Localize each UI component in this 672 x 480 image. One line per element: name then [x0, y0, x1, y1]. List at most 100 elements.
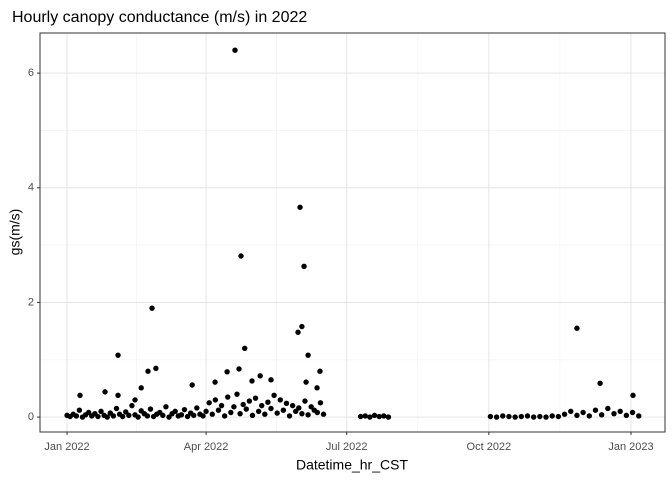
- point: [636, 413, 642, 419]
- point: [255, 408, 262, 415]
- point: [138, 385, 144, 391]
- point: [574, 325, 580, 331]
- point: [317, 368, 323, 374]
- point: [271, 392, 277, 399]
- point: [228, 409, 234, 416]
- point: [145, 368, 151, 374]
- point: [512, 414, 518, 420]
- point: [597, 380, 603, 386]
- points: [64, 47, 642, 420]
- point: [189, 382, 195, 388]
- point: [630, 392, 636, 399]
- point: [132, 397, 138, 403]
- point: [77, 392, 83, 399]
- chart-title: Hourly canopy conductance (m/s) in 2022: [12, 9, 307, 26]
- point: [295, 329, 301, 335]
- point: [381, 413, 387, 419]
- point: [191, 412, 197, 419]
- point: [242, 345, 248, 352]
- point: [212, 397, 219, 403]
- point: [268, 405, 274, 412]
- point: [238, 253, 244, 259]
- grid: [40, 33, 665, 432]
- x-tick-label: Jan 2023: [608, 441, 653, 453]
- point: [181, 406, 188, 413]
- point: [76, 407, 83, 413]
- point: [135, 414, 141, 420]
- point: [257, 373, 263, 379]
- point: [362, 413, 368, 419]
- point: [200, 413, 206, 419]
- point: [305, 352, 311, 358]
- point: [163, 404, 169, 410]
- x-axis-title: Datetime_hr_CST: [296, 457, 408, 473]
- x-tick-label: Oct 2022: [467, 441, 512, 453]
- point: [314, 385, 320, 391]
- point: [237, 410, 243, 417]
- point: [320, 411, 327, 417]
- point: [172, 408, 178, 415]
- point: [518, 413, 525, 420]
- point: [605, 405, 611, 412]
- point: [126, 412, 132, 419]
- point: [225, 394, 231, 400]
- point: [129, 402, 135, 409]
- point: [236, 366, 242, 372]
- point: [274, 410, 280, 416]
- point: [73, 413, 80, 419]
- point: [299, 410, 305, 417]
- point: [283, 400, 290, 407]
- point: [232, 47, 238, 53]
- point: [234, 391, 240, 397]
- point: [314, 409, 321, 416]
- point: [221, 413, 228, 419]
- point: [246, 398, 253, 404]
- point: [262, 411, 268, 417]
- point: [102, 389, 108, 395]
- point: [252, 395, 259, 401]
- point: [166, 414, 172, 420]
- point: [543, 414, 549, 420]
- y-tick-label: 0: [28, 411, 34, 423]
- point: [240, 401, 246, 408]
- point: [218, 402, 225, 409]
- point: [629, 409, 636, 416]
- point: [243, 406, 249, 412]
- point: [280, 407, 287, 413]
- point: [299, 323, 305, 330]
- point: [286, 413, 293, 419]
- point: [506, 413, 512, 420]
- point: [119, 413, 126, 420]
- point: [574, 412, 580, 419]
- point: [184, 413, 191, 420]
- point: [296, 405, 302, 411]
- y-axis-title: gs(m/s): [7, 209, 23, 256]
- point: [85, 409, 92, 416]
- point: [115, 392, 121, 399]
- point: [160, 412, 166, 419]
- point: [268, 377, 274, 383]
- point: [231, 404, 237, 410]
- point: [123, 409, 129, 415]
- point: [209, 411, 215, 417]
- point: [305, 412, 311, 418]
- point: [98, 408, 104, 415]
- point: [293, 408, 299, 415]
- point: [537, 413, 543, 420]
- point: [265, 399, 271, 405]
- point: [153, 365, 159, 372]
- y-tick-label: 4: [28, 182, 34, 194]
- point: [203, 408, 209, 415]
- point: [297, 204, 303, 210]
- point: [308, 404, 314, 410]
- point: [530, 414, 537, 420]
- point: [367, 414, 373, 420]
- point: [95, 413, 101, 420]
- point: [623, 412, 630, 419]
- point: [110, 413, 117, 419]
- point: [598, 412, 605, 418]
- point: [376, 413, 382, 420]
- point: [500, 413, 506, 419]
- point: [277, 397, 283, 403]
